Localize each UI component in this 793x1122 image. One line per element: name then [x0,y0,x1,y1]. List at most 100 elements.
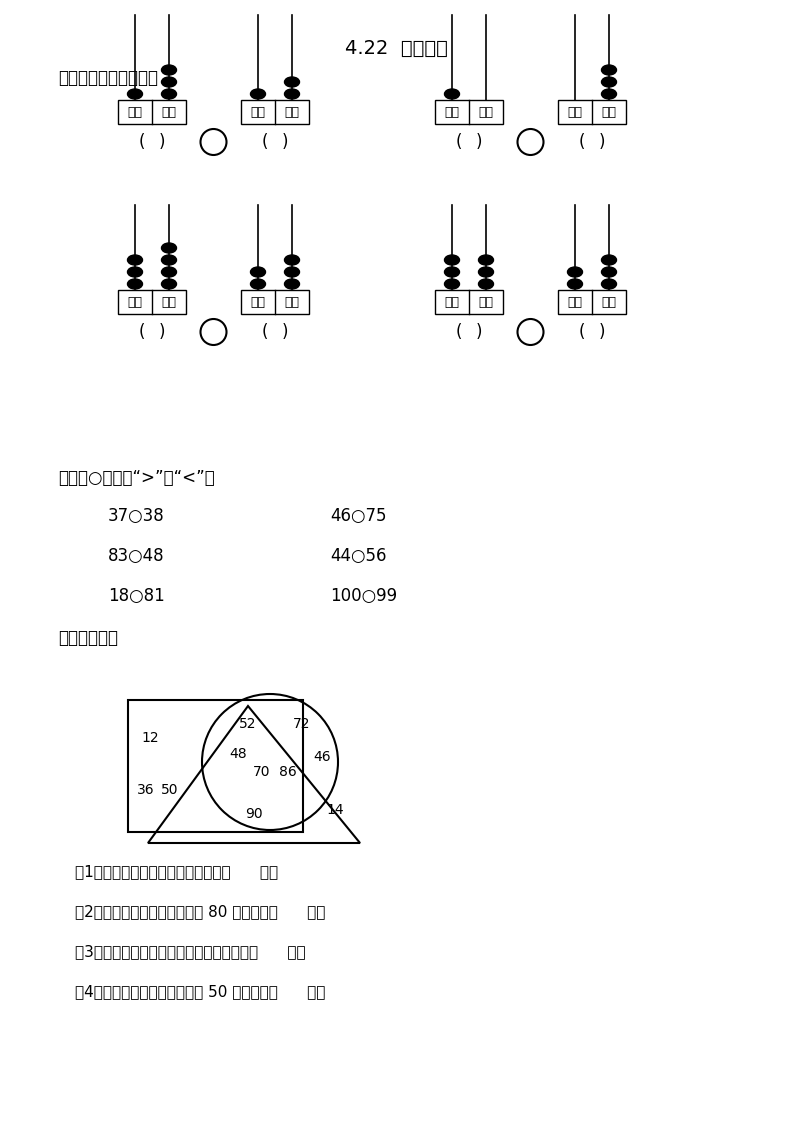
Ellipse shape [568,279,583,289]
Text: 个位: 个位 [285,295,300,309]
Ellipse shape [478,279,493,289]
Text: ): ) [282,134,288,151]
Text: 十位: 十位 [251,295,266,309]
Circle shape [201,319,227,344]
Text: 44○56: 44○56 [330,548,386,565]
Circle shape [518,129,543,155]
Text: ): ) [159,323,165,341]
Ellipse shape [568,267,583,277]
Text: 48: 48 [229,747,247,761]
Text: 二、在○里填上“>”或“<”。: 二、在○里填上“>”或“<”。 [58,469,215,487]
Text: ): ) [476,323,482,341]
Text: （2）我在圆形和三角形里，比 80 大，我是（      ）。: （2）我在圆形和三角形里，比 80 大，我是（ ）。 [75,904,325,920]
Text: 46: 46 [313,749,331,764]
Text: 个位: 个位 [478,295,493,309]
Ellipse shape [602,77,616,88]
Ellipse shape [162,255,177,265]
Ellipse shape [251,267,266,277]
Ellipse shape [162,279,177,289]
Text: 50: 50 [161,783,178,797]
Ellipse shape [602,89,616,99]
Text: （1）正方形里最大的数是我，我是（      ）。: （1）正方形里最大的数是我，我是（ ）。 [75,864,278,880]
Ellipse shape [128,255,143,265]
Text: 14: 14 [326,803,344,817]
Ellipse shape [602,279,616,289]
Ellipse shape [285,89,300,99]
Text: 十位: 十位 [445,295,459,309]
Text: 100○99: 100○99 [330,587,397,605]
Ellipse shape [162,267,177,277]
Bar [558,100,626,125]
Ellipse shape [128,89,143,99]
Ellipse shape [162,65,177,75]
Text: 个位: 个位 [162,105,177,119]
Text: 个位: 个位 [162,295,177,309]
Text: （4）我在正方形和圆形里，比 50 小，我是（      ）。: （4）我在正方形和圆形里，比 50 小，我是（ ）。 [75,984,325,1000]
Text: (: ( [139,323,145,341]
Ellipse shape [602,267,616,277]
Bar [435,100,503,125]
Text: (: ( [579,134,585,151]
Text: ): ) [159,134,165,151]
Bar [118,289,186,314]
Ellipse shape [285,77,300,88]
Text: (: ( [262,323,268,341]
Ellipse shape [445,89,459,99]
Text: 90: 90 [245,807,262,821]
Text: 十位: 十位 [568,295,583,309]
Text: (: ( [456,134,462,151]
Circle shape [201,129,227,155]
Ellipse shape [478,267,493,277]
Text: 三、我会填。: 三、我会填。 [58,629,118,647]
Bar [118,100,186,125]
Ellipse shape [602,65,616,75]
Text: 一、写一写，比一比。: 一、写一写，比一比。 [58,68,158,88]
Text: 十位: 十位 [251,105,266,119]
Text: ): ) [599,134,605,151]
Ellipse shape [478,255,493,265]
Text: ): ) [282,323,288,341]
Bar [128,700,303,833]
Ellipse shape [128,267,143,277]
Text: ): ) [476,134,482,151]
Text: 十位: 十位 [128,105,143,119]
Text: (: ( [262,134,268,151]
Ellipse shape [285,267,300,277]
Text: 十位: 十位 [445,105,459,119]
Text: 86: 86 [279,765,297,779]
Ellipse shape [285,255,300,265]
Text: 4.22  比较大小: 4.22 比较大小 [345,38,447,57]
Text: 46○75: 46○75 [330,507,386,525]
Text: 个位: 个位 [285,105,300,119]
Ellipse shape [251,279,266,289]
Text: （3）我在正方形、圆形和三角形里，我是（      ）。: （3）我在正方形、圆形和三角形里，我是（ ）。 [75,945,305,959]
Text: 十位: 十位 [568,105,583,119]
Text: 52: 52 [239,717,257,732]
Text: 12: 12 [141,732,159,745]
Ellipse shape [445,279,459,289]
Ellipse shape [162,77,177,88]
Text: (: ( [579,323,585,341]
Bar [241,100,309,125]
Ellipse shape [445,255,459,265]
Text: 72: 72 [293,717,311,732]
Text: 个位: 个位 [478,105,493,119]
Text: 83○48: 83○48 [108,548,165,565]
Bar [435,289,503,314]
Ellipse shape [128,279,143,289]
Ellipse shape [162,243,177,252]
Text: 十位: 十位 [128,295,143,309]
Text: 18○81: 18○81 [108,587,165,605]
Text: 个位: 个位 [602,105,616,119]
Ellipse shape [285,279,300,289]
Ellipse shape [162,89,177,99]
Text: (: ( [139,134,145,151]
Text: 个位: 个位 [602,295,616,309]
Ellipse shape [251,89,266,99]
Ellipse shape [445,267,459,277]
Text: 36: 36 [137,783,155,797]
Text: 37○38: 37○38 [108,507,165,525]
Circle shape [518,319,543,344]
Text: (: ( [456,323,462,341]
Text: ): ) [599,323,605,341]
